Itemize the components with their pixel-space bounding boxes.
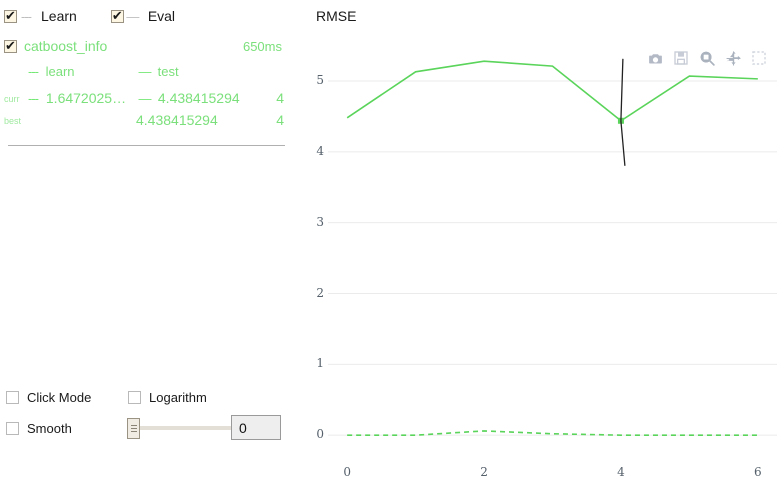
x-axis-tick: 0 <box>343 465 351 479</box>
slider-track[interactable] <box>133 426 232 430</box>
smooth-checkbox[interactable] <box>6 422 19 435</box>
row-iteration: 4 <box>276 90 284 106</box>
left-panel: --- Learn — Eval catboost_info 650ms ---… <box>0 0 300 489</box>
chart-title: RMSE <box>316 8 357 24</box>
panel-divider <box>8 145 285 146</box>
column-header-test: — test <box>136 64 179 79</box>
logarithm-control[interactable]: Logarithm <box>128 390 207 405</box>
row-iteration: 4 <box>276 112 284 128</box>
smooth-value-input[interactable]: 0 <box>231 415 281 440</box>
y-axis-tick: 0 <box>316 427 324 442</box>
y-axis-tick: 1 <box>316 356 324 371</box>
smooth-slider[interactable] <box>127 418 232 439</box>
logarithm-label: Logarithm <box>149 390 207 405</box>
launch-row[interactable]: catboost_info 650ms <box>4 38 290 54</box>
launch-checkbox[interactable] <box>4 38 17 53</box>
row-test-value: 4.438415294 <box>136 112 218 128</box>
click-mode-label: Click Mode <box>27 390 92 405</box>
click-mode-checkbox[interactable] <box>6 391 19 404</box>
slider-handle[interactable] <box>127 418 140 439</box>
launch-name[interactable]: catboost_info <box>24 38 108 54</box>
table-row: best 4.438415294 4 <box>0 112 294 132</box>
row-label: curr <box>4 94 20 104</box>
plotly-modebar <box>641 46 771 70</box>
x-axis-tick: 2 <box>480 465 488 479</box>
x-axis-tick: 4 <box>617 465 625 479</box>
legend-label-eval: Eval <box>147 8 176 24</box>
solid-line-marker-icon: — <box>138 64 152 79</box>
dashed-line-marker-icon: --- <box>28 91 39 106</box>
solid-line-marker-icon: — <box>138 91 152 106</box>
legend-toggle-learn[interactable]: --- Learn <box>4 8 77 24</box>
x-axis-tick: 6 <box>754 465 762 479</box>
smooth-label: Smooth <box>27 421 72 436</box>
smooth-control[interactable]: Smooth <box>6 421 72 436</box>
row-label: best <box>4 116 22 126</box>
series-legend-toggles: --- Learn — Eval <box>4 8 209 24</box>
dashed-line-marker-icon: --- <box>21 8 32 24</box>
pan-icon[interactable] <box>721 46 745 70</box>
solid-line-marker-icon: — <box>126 8 140 24</box>
dashed-line-marker-icon: --- <box>28 64 39 79</box>
row-test-value: — 4.438415294 <box>136 90 240 106</box>
launch-elapsed-time: 650ms <box>242 39 282 54</box>
zoom-icon[interactable] <box>695 46 719 70</box>
legend-toggle-eval[interactable]: — Eval <box>110 8 176 24</box>
click-mode-control[interactable]: Click Mode <box>6 390 91 405</box>
y-axis-tick: 4 <box>316 143 324 158</box>
eval-checkbox[interactable] <box>110 8 124 23</box>
chart-panel: RMSE <box>300 0 777 489</box>
y-axis-tick: 5 <box>316 73 324 87</box>
plot-svg <box>328 58 777 436</box>
y-axis-tick: 2 <box>316 285 324 300</box>
row-learn-value: --- 1.6472025… <box>24 90 126 106</box>
logarithm-checkbox[interactable] <box>128 391 141 404</box>
camera-icon[interactable] <box>643 46 667 70</box>
learn-checkbox[interactable] <box>4 8 17 23</box>
save-disk-icon[interactable] <box>669 46 693 70</box>
column-header-learn: --- learn <box>24 64 75 79</box>
legend-label-learn: Learn <box>41 8 77 24</box>
table-row: curr --- 1.6472025… — 4.438415294 4 <box>0 90 294 110</box>
plot-area[interactable]: 0 1 2 3 4 5 0 2 4 6 <box>316 30 777 479</box>
y-axis-tick: 3 <box>316 214 324 229</box>
box-select-icon[interactable] <box>747 46 771 70</box>
